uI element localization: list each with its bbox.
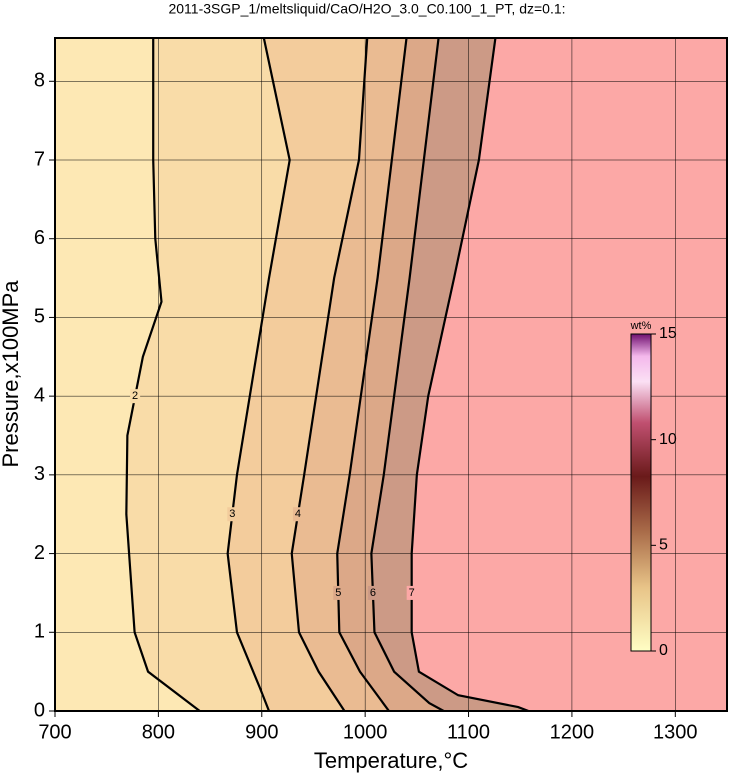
y-tick-label: 6 [34, 227, 45, 249]
x-tick-label: 700 [38, 721, 71, 743]
y-tick-label: 8 [34, 70, 45, 92]
y-tick-label: 5 [34, 306, 45, 328]
contour-label-bg [406, 585, 417, 600]
contour-label: 4 [295, 508, 301, 520]
colorbar-tick-label: 10 [659, 431, 677, 448]
y-tick-label: 4 [34, 384, 45, 406]
x-tick-label: 1200 [550, 721, 595, 743]
y-axis-label: Pressure,x100MPa [0, 280, 23, 468]
contour-label: 6 [370, 587, 376, 599]
y-tick-label: 1 [34, 621, 45, 643]
contour-label: 3 [229, 508, 235, 520]
x-tick-label: 800 [142, 721, 175, 743]
colorbar-tick-label: 15 [659, 325, 677, 342]
colorbar-label: wt% [630, 320, 652, 332]
plot-frame [54, 37, 728, 712]
contour-line [410, 38, 529, 711]
contour-label-bg [292, 507, 303, 522]
colorbar-tick-label: 5 [659, 537, 668, 554]
colorbar [630, 333, 652, 652]
x-axis-label: Temperature,°C [314, 748, 468, 773]
contour-label: 5 [335, 587, 341, 599]
y-tick-label: 2 [34, 542, 45, 564]
y-tick-label: 0 [34, 699, 45, 721]
contour-line [336, 38, 408, 711]
y-tick-label: 7 [34, 148, 45, 170]
contour-label-bg [130, 389, 141, 404]
x-tick-label: 1100 [447, 721, 490, 743]
colorbar-tick-label: 0 [659, 642, 668, 659]
chart-title: 2011-3SGP_1/meltsliquid/CaO/H2O_3.0_C0.1… [168, 1, 565, 17]
x-tick-label: 1000 [343, 721, 388, 743]
x-tick-label: 1300 [653, 721, 698, 743]
x-tick-label: 900 [245, 721, 278, 743]
contour-label: 2 [132, 390, 138, 402]
contour-label-bg [227, 507, 238, 522]
contour-label-bg [333, 585, 344, 600]
contour-label-bg [367, 585, 378, 600]
y-tick-label: 3 [34, 463, 45, 485]
contour-label: 7 [409, 587, 415, 599]
